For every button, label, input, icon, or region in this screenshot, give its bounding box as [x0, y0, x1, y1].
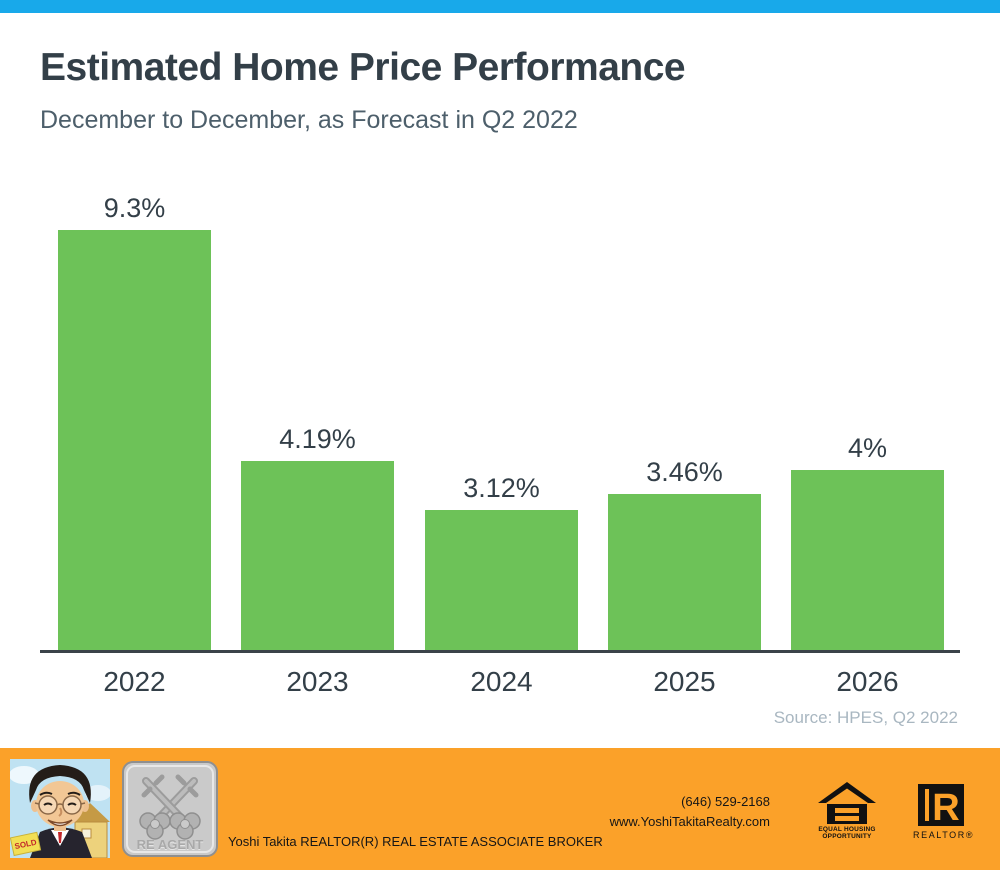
realtor-label: REALTOR® [913, 830, 975, 840]
x-tick-label-2026: 2026 [836, 666, 899, 697]
value-label-2026: 4% [847, 433, 888, 463]
svg-text:R: R [932, 787, 959, 826]
equal-housing-label: EQUAL HOUSING OPPORTUNITY [818, 826, 876, 840]
agent-info-block: Yoshi Takita REALTOR(R) REAL ESTATE ASSO… [228, 792, 603, 870]
page-title: Estimated Home Price Performance [40, 46, 686, 89]
bar-2023 [241, 461, 394, 651]
agent-figure [29, 765, 92, 858]
crossed-keys-icon [139, 774, 201, 840]
equal-housing-opportunity-logo: EQUAL HOUSING OPPORTUNITY [817, 782, 877, 840]
contact-block: (646) 529-2168 www.YoshiTakitaRealty.com [570, 792, 770, 832]
x-tick-label-2023: 2023 [286, 666, 349, 697]
footer-banner: SOLD RE AGENT [0, 748, 1000, 870]
value-label-2024: 3.12% [463, 473, 540, 503]
bar-2025 [608, 494, 761, 651]
page-subtitle: December to December, as Forecast in Q2 … [40, 106, 578, 134]
x-tick-label-2022: 2022 [103, 666, 166, 697]
bar-2024 [425, 510, 578, 651]
bar-chart: 9.3% 2022 4.19% 2023 3.12% 2024 3.46% 2025 4% 202… [40, 193, 960, 727]
agent-name-line: Yoshi Takita REALTOR(R) REAL ESTATE ASSO… [228, 834, 603, 849]
value-label-2023: 4.19% [279, 424, 356, 454]
value-label-2025: 3.46% [646, 457, 723, 487]
re-agent-label: RE AGENT [137, 837, 204, 852]
re-agent-label-emboss: RE AGENT [137, 838, 204, 853]
cloud-shape [85, 785, 110, 801]
x-tick-label-2024: 2024 [470, 666, 533, 697]
bar-2022 [58, 230, 211, 651]
x-tick-label-2025: 2025 [653, 666, 716, 697]
agent-avatar-image: SOLD [10, 759, 110, 858]
realtor-block-r-icon: R [918, 784, 964, 826]
realtor-logo: R REALTOR® [913, 784, 975, 840]
x-axis-line [40, 650, 960, 653]
cloud-shape [10, 766, 39, 784]
bar-2026 [791, 470, 944, 651]
sold-sign: SOLD [10, 831, 42, 857]
re-agent-crossed-keys-logo: RE AGENT RE AGENT [122, 761, 218, 857]
source-note: Source: HPES, Q2 2022 [773, 708, 958, 727]
equal-housing-house-icon [818, 782, 876, 824]
website-url: www.YoshiTakitaRealty.com [609, 814, 770, 829]
phone-number: (646) 529-2168 [681, 794, 770, 809]
value-label-2022: 9.3% [103, 193, 166, 223]
top-accent-bar [0, 0, 1000, 13]
